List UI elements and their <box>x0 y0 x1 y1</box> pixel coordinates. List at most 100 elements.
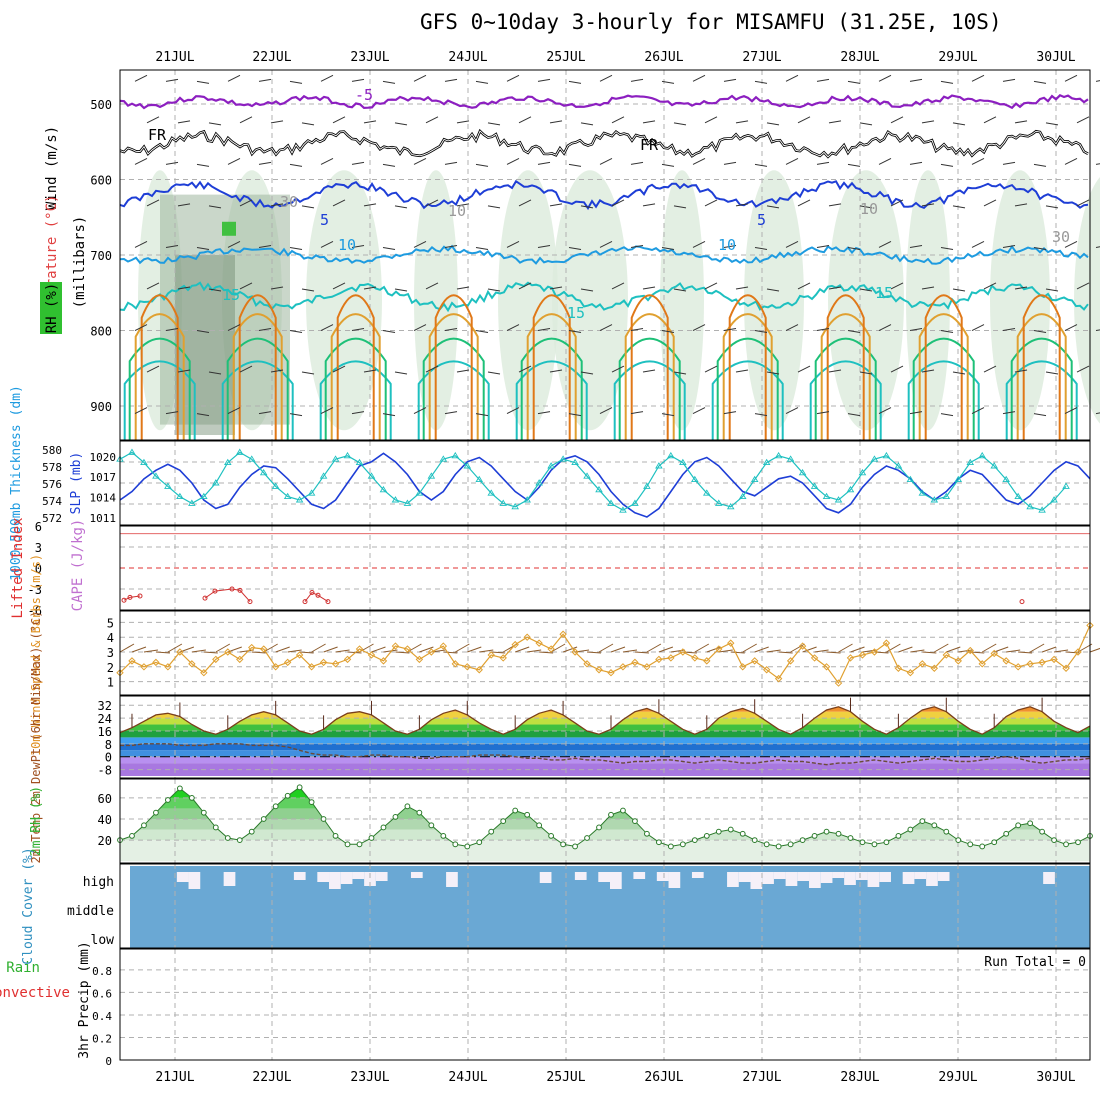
wind-barb <box>394 288 408 292</box>
wind-barb-10m <box>215 643 231 653</box>
wind-barb <box>766 122 780 126</box>
wind-speed-marker <box>1074 648 1082 656</box>
wind-barb <box>723 411 737 415</box>
wind-barb <box>673 288 687 292</box>
wind-barb-10m <box>898 646 913 653</box>
wind-barb-10m <box>383 649 398 653</box>
wind-barb-10m <box>1018 651 1033 654</box>
temp-contour-diurnal <box>324 337 387 440</box>
wind-barb <box>940 80 954 84</box>
wind-barb <box>735 120 749 124</box>
wind-tick: 1 <box>107 676 114 690</box>
wind-barb <box>227 241 241 248</box>
wind-barb <box>382 246 396 250</box>
slp-marker <box>738 492 747 500</box>
wind-speed-marker <box>655 655 663 664</box>
lifted-index-tick: 6 <box>35 520 42 534</box>
wind-barb <box>227 74 241 82</box>
wind-speed-marker <box>188 660 196 668</box>
wind-barb-10m <box>658 646 674 653</box>
wind-barb <box>630 161 644 165</box>
slp-marker <box>271 482 280 489</box>
wind-speed-marker <box>798 642 807 650</box>
wind-barb <box>506 241 520 248</box>
wind-barb <box>940 413 954 417</box>
slp-marker <box>1050 496 1058 503</box>
rh-marker <box>608 811 614 818</box>
wind-barb <box>289 330 303 334</box>
wind-barb-10m <box>886 643 901 653</box>
wind-barb <box>487 122 501 126</box>
rh-marker <box>344 841 351 848</box>
wind-barb <box>456 286 470 290</box>
wind-barb-10m <box>634 651 649 654</box>
wind-speed-marker <box>810 654 819 662</box>
wind-speed-marker <box>942 651 951 659</box>
wind-ylabel: 10m Wind Speed & Barbs (m/s) <box>29 554 43 756</box>
temp-contour-diurnal <box>1016 313 1067 440</box>
cloud-gap <box>937 872 950 881</box>
wind-barb <box>1002 411 1016 415</box>
cloud-gap <box>762 872 774 884</box>
slp-marker <box>164 482 172 489</box>
wind-speed-marker <box>607 669 615 677</box>
wind-barb <box>1033 330 1047 334</box>
lifted-index-ylabel: Lifted Index <box>10 517 26 618</box>
rh-marker <box>404 803 411 810</box>
slp-marker <box>307 489 316 496</box>
rh-marker <box>943 828 950 835</box>
temp-contour-diurnal <box>624 313 675 440</box>
rh-tick: 20 <box>98 834 112 848</box>
wind-barb <box>828 369 842 373</box>
rh-marker <box>907 826 914 833</box>
wind-barb <box>797 199 811 207</box>
rh-marker <box>488 828 495 835</box>
rh-band <box>120 819 1090 830</box>
wind-barb-10m <box>910 649 925 653</box>
wind-barb <box>1076 116 1090 124</box>
wind-barb <box>766 288 780 292</box>
wind-barb <box>971 407 985 415</box>
wind-barb <box>270 369 284 373</box>
temp-contour-diurnal <box>140 294 179 440</box>
wind-barb-10m <box>862 649 877 653</box>
wind-barb <box>785 74 799 82</box>
rh-marker <box>428 822 435 829</box>
slp-marker <box>223 458 232 466</box>
lifted-index-line <box>204 588 251 602</box>
contour-label: 10 <box>338 236 356 254</box>
slp-line <box>119 451 1067 511</box>
chart-title: GFS 0~10day 3-hourly for MISAMFU (31.25E… <box>420 10 1002 34</box>
wind-barb <box>196 80 210 84</box>
wind-barb <box>165 78 179 82</box>
wind-barb <box>351 244 365 248</box>
cloud-gap <box>317 872 330 882</box>
wind-barb <box>518 282 532 290</box>
wind-barb <box>630 328 644 332</box>
rh-marker <box>703 832 710 839</box>
wind-barb <box>673 205 687 209</box>
date-label-top: 29JUL <box>938 50 977 65</box>
wind-barb <box>878 324 892 331</box>
wind-barb <box>196 246 210 250</box>
wind-barb <box>1095 163 1100 165</box>
wind-barb <box>952 288 966 292</box>
temp-band <box>120 743 1090 751</box>
wind-barb <box>146 282 160 290</box>
wind-barb <box>146 116 160 124</box>
wind-barb <box>227 324 241 331</box>
cloud-gap <box>926 872 938 886</box>
wind-barb <box>1076 199 1090 207</box>
temp-contour-diurnal <box>918 313 969 440</box>
wind-barb <box>537 328 551 332</box>
wind-barb-10m <box>155 651 170 654</box>
rh-marker <box>452 841 459 848</box>
wind-barb <box>382 413 396 417</box>
slp-marker <box>128 448 136 455</box>
rh-marker <box>141 822 147 829</box>
wind-speed-marker <box>415 655 424 664</box>
cloud-gap <box>691 872 704 878</box>
rh-marker <box>644 830 650 837</box>
wind-barb <box>890 282 904 290</box>
wind-barb <box>1095 80 1100 82</box>
